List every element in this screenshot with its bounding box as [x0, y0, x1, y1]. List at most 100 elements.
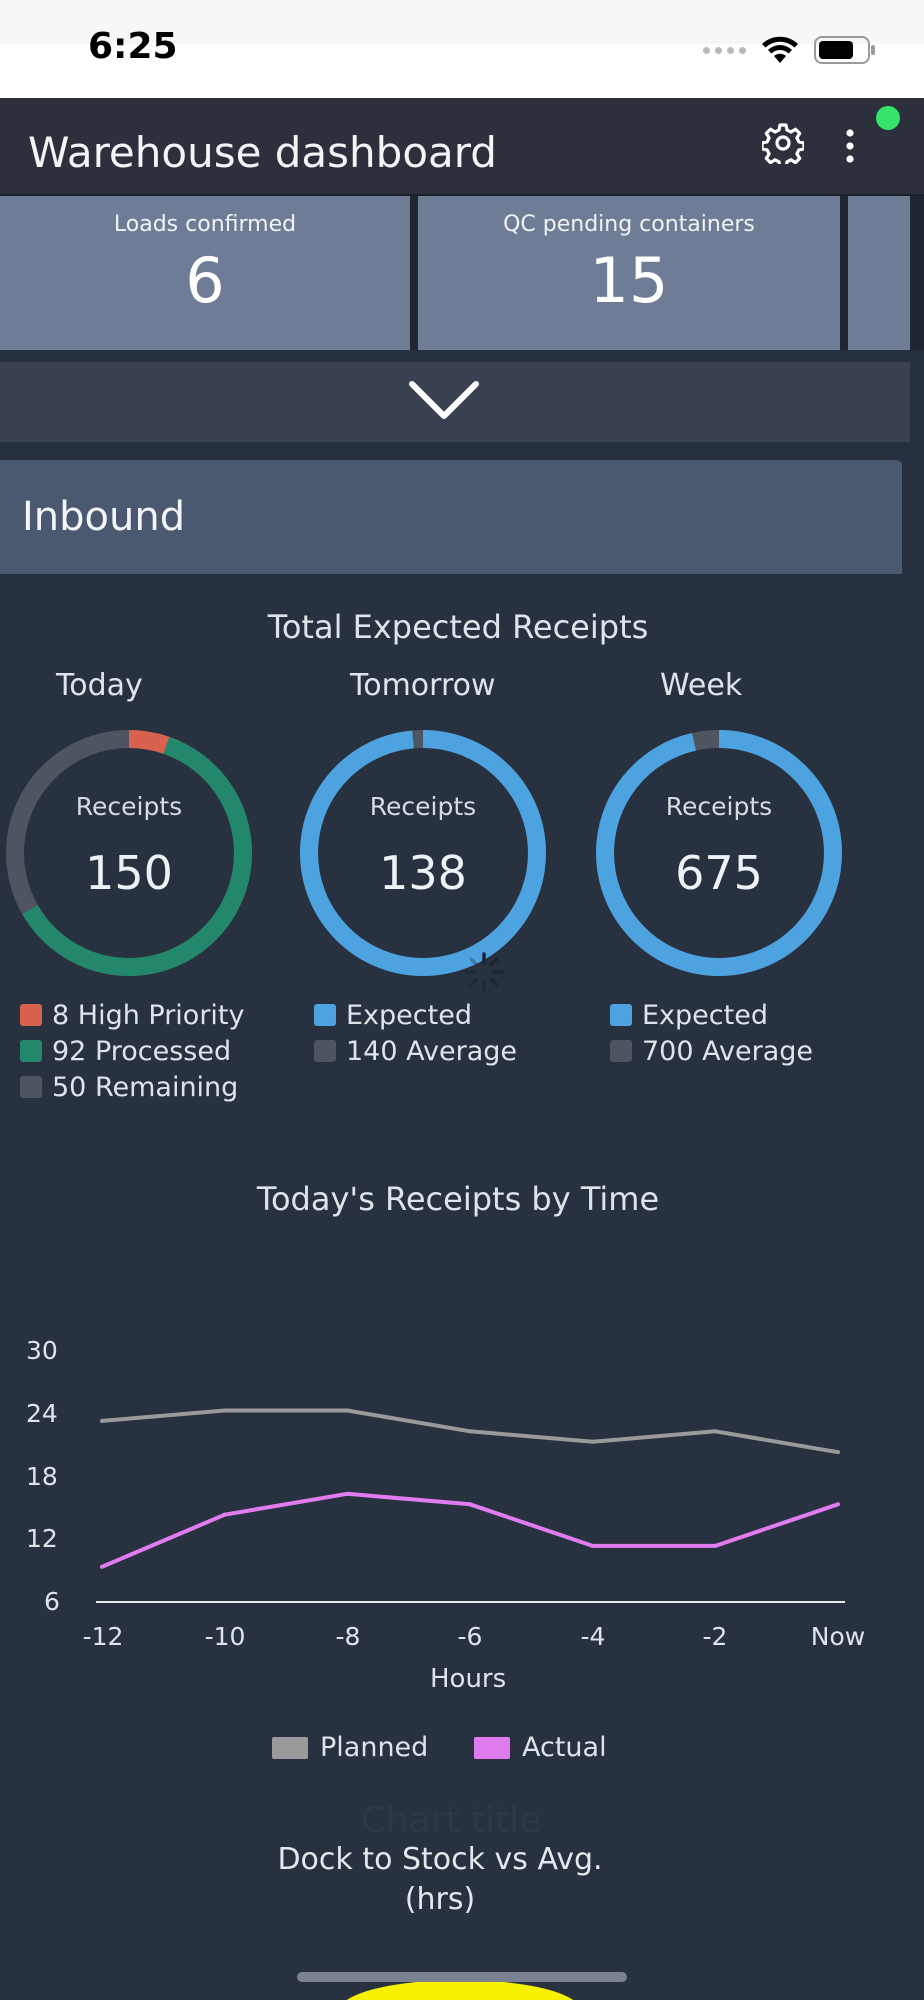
chart-legend-planned[interactable]: Planned	[272, 1732, 428, 1763]
data-point-planned[interactable]	[468, 1429, 472, 1434]
status-bar-top	[0, 0, 924, 44]
inbound-title: Inbound	[22, 494, 186, 540]
legend-week: Expected 700 Average	[610, 997, 813, 1069]
stat-card-partial[interactable]	[848, 196, 910, 350]
data-point-actual[interactable]	[836, 1502, 840, 1507]
data-point-planned[interactable]	[836, 1450, 840, 1455]
donut-segment-processed	[6, 730, 252, 976]
stat-card-qc-pending[interactable]: QC pending containers 15	[418, 196, 840, 350]
donut-caption-today: Receipts	[75, 792, 183, 821]
data-point-planned[interactable]	[222, 1408, 227, 1413]
legend-item[interactable]: 700 Average	[610, 1033, 813, 1069]
legend-text: 92 Processed	[52, 1035, 232, 1067]
home-indicator[interactable]	[297, 1972, 627, 1982]
inbound-panel-header[interactable]: Inbound	[0, 460, 902, 574]
y-tick-label: 24	[26, 1399, 58, 1428]
legend-text: 50 Remaining	[52, 1071, 239, 1103]
data-point-actual[interactable]	[100, 1564, 104, 1569]
legend-item[interactable]: 140 Average	[314, 1033, 517, 1069]
online-status-dot	[876, 106, 900, 130]
data-point-planned[interactable]	[713, 1429, 718, 1434]
receipts-line-chart[interactable]	[0, 1320, 924, 1630]
donut-chart-tomorrow[interactable]	[298, 728, 548, 978]
inbound-panel-body	[0, 574, 902, 2000]
legend-swatch	[20, 1004, 42, 1026]
status-icons	[703, 32, 876, 68]
dock-to-stock-title: Dock to Stock vs Avg. (hrs)	[0, 1840, 880, 1920]
legend-item[interactable]: Expected	[314, 997, 517, 1033]
donut-caption-week: Receipts	[665, 792, 773, 821]
legend-item[interactable]: 92 Processed	[20, 1033, 245, 1069]
chart-preview-shape	[340, 1980, 580, 2000]
stat-label: Loads confirmed	[113, 212, 297, 237]
y-tick-label: 30	[26, 1336, 58, 1365]
data-point-actual[interactable]	[713, 1543, 718, 1548]
data-point-planned[interactable]	[590, 1439, 595, 1444]
legend-today: 8 High Priority 92 Processed 50 Remainin…	[20, 997, 245, 1105]
legend-item[interactable]: 50 Remaining	[20, 1069, 245, 1105]
app-header: Warehouse dashboard	[0, 98, 924, 196]
status-bar: 6:25	[0, 0, 924, 98]
donut-chart-today[interactable]	[4, 728, 254, 978]
chevron-down-icon[interactable]	[408, 378, 480, 422]
x-tick-label: -8	[335, 1622, 361, 1651]
data-point-actual[interactable]	[468, 1502, 472, 1507]
donut-value-tomorrow: 138	[379, 846, 467, 900]
chart-legend-actual[interactable]: Actual	[474, 1732, 607, 1763]
gear-icon[interactable]	[762, 122, 804, 164]
loading-spinner-icon	[464, 952, 504, 992]
y-tick-label: 6	[44, 1587, 60, 1616]
x-tick-label: -12	[82, 1622, 124, 1651]
data-point-actual[interactable]	[590, 1543, 595, 1548]
donut-label-tomorrow: Tomorrow	[350, 668, 496, 703]
dock-title-line1: Dock to Stock vs Avg.	[277, 1842, 603, 1877]
data-point-actual[interactable]	[222, 1512, 227, 1517]
stat-value: 6	[185, 244, 225, 317]
legend-text: 700 Average	[642, 1035, 813, 1067]
dock-title-line2: (hrs)	[404, 1882, 476, 1917]
legend-item[interactable]: Expected	[610, 997, 813, 1033]
legend-swatch	[272, 1736, 308, 1759]
page-title: Warehouse dashboard	[28, 128, 497, 177]
donut-label-today: Today	[56, 668, 143, 703]
data-point-planned[interactable]	[100, 1418, 104, 1423]
legend-swatch	[474, 1736, 510, 1759]
legend-text: 140 Average	[346, 1035, 517, 1067]
total-expected-receipts-title: Total Expected Receipts	[267, 608, 649, 646]
x-tick-label: -10	[204, 1622, 246, 1651]
legend-text: Expected	[642, 999, 768, 1031]
legend-swatch	[20, 1076, 42, 1098]
stat-value: 15	[589, 244, 669, 317]
donut-segment-expected	[300, 730, 546, 976]
x-tick-label: -2	[702, 1622, 728, 1651]
y-tick-label: 12	[26, 1524, 58, 1553]
donut-caption-tomorrow: Receipts	[369, 792, 477, 821]
battery-icon	[814, 36, 875, 64]
more-vert-icon[interactable]	[836, 128, 864, 164]
data-point-planned[interactable]	[345, 1408, 350, 1413]
legend-item[interactable]: 8 High Priority	[20, 997, 245, 1033]
legend-tomorrow: Expected 140 Average	[314, 997, 517, 1069]
donut-segment-high-priority	[6, 730, 252, 976]
donut-chart-week[interactable]	[594, 728, 844, 978]
x-tick-label: Now	[810, 1622, 866, 1651]
x-tick-label: -4	[580, 1622, 606, 1651]
donut-label-week: Week	[660, 668, 743, 703]
data-point-actual[interactable]	[345, 1491, 350, 1496]
legend-swatch	[20, 1040, 42, 1062]
stat-card-loads-confirmed[interactable]: Loads confirmed 6	[0, 196, 410, 350]
chart-title: Today's Receipts by Time	[256, 1180, 660, 1218]
y-tick-label: 18	[26, 1462, 58, 1491]
x-tick-label: -6	[457, 1622, 483, 1651]
stat-label: QC pending containers	[503, 212, 755, 237]
chart-placeholder-title: Chart title	[360, 1800, 542, 1841]
legend-swatch	[610, 1004, 632, 1026]
legend-text: Expected	[346, 999, 472, 1031]
legend-swatch	[314, 1004, 336, 1026]
legend-text: 8 High Priority	[52, 999, 245, 1031]
stats-row: Loads confirmed 6 QC pending containers …	[0, 196, 924, 350]
status-time: 6:25	[88, 26, 178, 67]
x-axis-label: Hours	[430, 1664, 507, 1694]
donut-value-week: 675	[675, 846, 763, 900]
legend-text: Actual	[522, 1732, 607, 1763]
